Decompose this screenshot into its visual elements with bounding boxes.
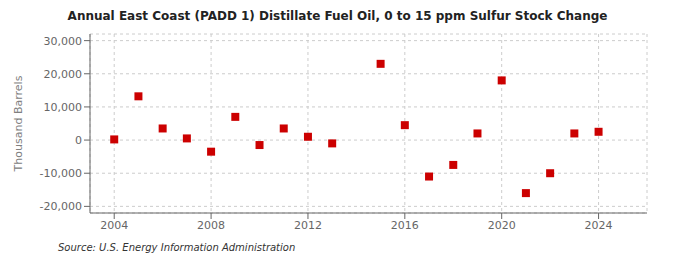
svg-text:2008: 2008 (197, 219, 225, 232)
svg-text:2024: 2024 (585, 219, 613, 232)
svg-text:20,000: 20,000 (44, 68, 83, 81)
svg-text:2020: 2020 (488, 219, 516, 232)
svg-text:30,000: 30,000 (44, 35, 83, 48)
html-text:Annual East Coast (PADD 1) Dis: Annual East Coast (PADD 1) Distillate Fu… (67, 9, 608, 23)
svg-text:2004: 2004 (100, 219, 128, 232)
svg-text:2016: 2016 (391, 219, 419, 232)
svg-text:Thousand Barrels: Thousand Barrels (12, 75, 25, 172)
svg-text:2012: 2012 (294, 219, 322, 232)
svg-text:0: 0 (75, 134, 82, 147)
svg-text:-20,000: -20,000 (40, 200, 82, 213)
svg-text:10,000: 10,000 (44, 101, 83, 114)
svg-text:-10,000: -10,000 (40, 167, 82, 180)
html-text:Source: U.S. Energy Informatio: Source: U.S. Energy Information Administ… (58, 242, 296, 253)
